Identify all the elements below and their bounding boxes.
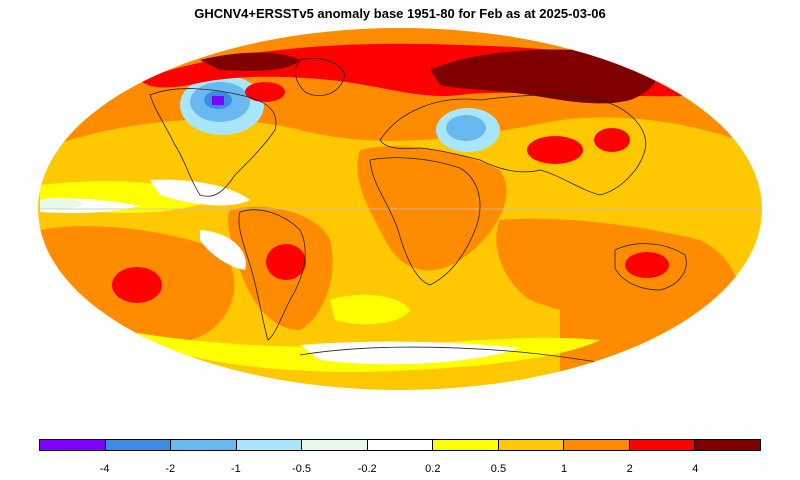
hot-spot-arctic-canada <box>245 82 285 102</box>
legend-swatch-5 <box>367 440 434 450</box>
coastline-europe-asia <box>379 94 647 196</box>
pale-patch-antarctica <box>300 341 520 365</box>
legend-swatch-1 <box>105 440 172 450</box>
legend-swatch-10 <box>695 440 761 450</box>
legend-tick-label: 2 <box>626 463 633 475</box>
hot-region-siberia-core <box>430 49 659 104</box>
yellow-patch-south-atlantic <box>330 294 410 325</box>
anomaly-field <box>38 28 762 390</box>
hot-region-greenland-core <box>200 52 300 71</box>
legend-swatch-3 <box>236 440 303 450</box>
legend-swatch-9 <box>629 440 696 450</box>
hot-spot-east-asia <box>594 128 630 152</box>
pale-patch-south-pacific <box>200 230 246 270</box>
cold-spot-central-asia-mid <box>446 115 486 141</box>
hot-spot-middle-east <box>527 136 583 164</box>
coastline-greenland <box>295 58 346 96</box>
hot-spot-south-pacific <box>112 267 162 303</box>
legend-tick-label: 1 <box>561 463 568 475</box>
map-title: GHCNV4+ERSSTv5 anomaly base 1951-80 for … <box>194 6 606 21</box>
coastline-australia <box>614 243 687 291</box>
orange-region-southern-ocean <box>560 300 760 390</box>
legend-tick-label: -2 <box>165 463 176 475</box>
coastline-south-america <box>238 209 306 341</box>
pale-patch-atlantic <box>150 179 250 206</box>
legend-tick-label: -1 <box>231 463 241 475</box>
coastline-north-america <box>149 88 277 197</box>
legend-swatch-6 <box>433 440 499 450</box>
pale-patch-east-pacific <box>40 197 85 210</box>
legend-tick-label: -0.5 <box>292 463 312 475</box>
color-legend <box>39 439 761 451</box>
legend-swatch-0 <box>40 440 106 450</box>
legend-swatch-7 <box>498 440 565 450</box>
legend-swatch-2 <box>171 440 237 450</box>
legend-tick-label: -0.2 <box>357 463 377 475</box>
cold-spot-north-america-peak <box>212 96 224 105</box>
hot-spot-australia <box>625 252 669 278</box>
anomaly-map <box>38 28 762 390</box>
coastline-africa <box>369 157 481 286</box>
hot-spot-south-america <box>266 244 306 280</box>
coastline-antarctica <box>299 346 631 369</box>
legend-tick-label: 0.2 <box>425 463 441 475</box>
orange-region-africa <box>357 146 507 271</box>
legend-tick-label: 4 <box>692 463 699 475</box>
legend-tick-label: -4 <box>99 463 110 475</box>
coastlines <box>149 58 687 369</box>
legend-swatch-8 <box>564 440 630 450</box>
legend-tick-label: 0.5 <box>490 463 507 475</box>
legend-swatch-4 <box>302 440 368 450</box>
